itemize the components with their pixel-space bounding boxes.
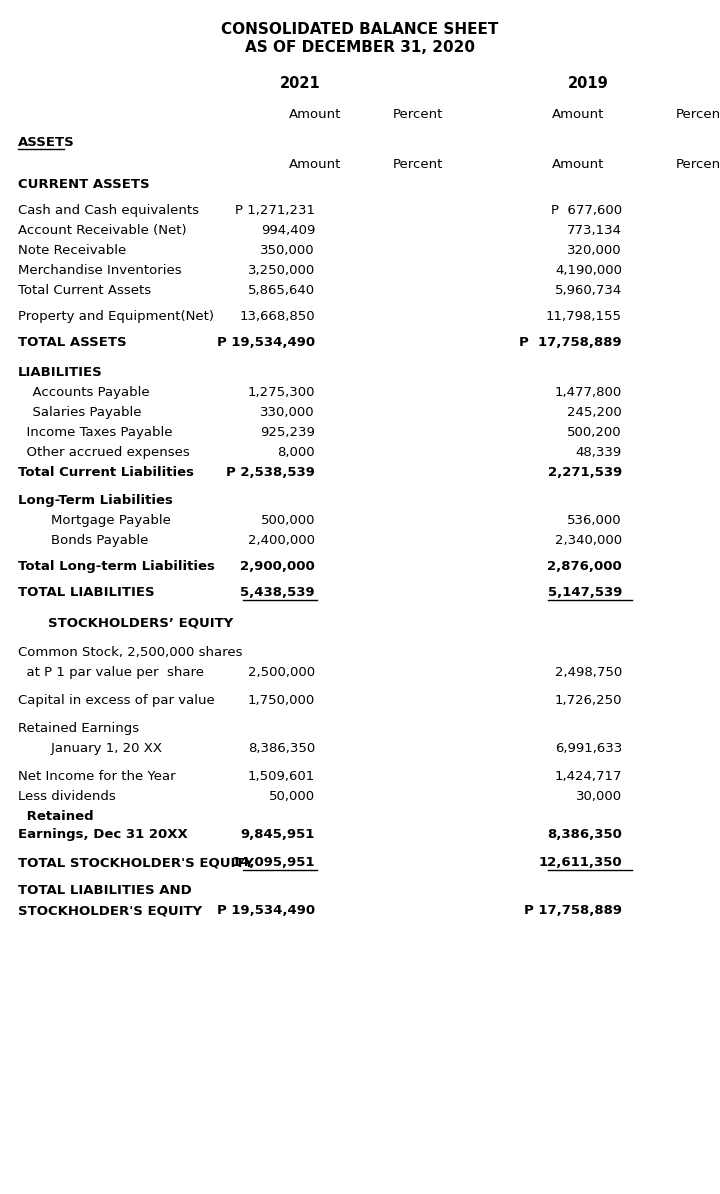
- Text: 11,798,155: 11,798,155: [546, 310, 622, 324]
- Text: LIABILITIES: LIABILITIES: [18, 367, 103, 378]
- Text: 50,000: 50,000: [269, 790, 315, 804]
- Text: 8,000: 8,000: [277, 447, 315, 458]
- Text: P 19,534,490: P 19,534,490: [217, 904, 315, 917]
- Text: Amount: Amount: [289, 107, 341, 121]
- Text: Other accrued expenses: Other accrued expenses: [18, 447, 190, 458]
- Text: 1,726,250: 1,726,250: [554, 694, 622, 707]
- Text: ASSETS: ASSETS: [18, 136, 75, 149]
- Text: Income Taxes Payable: Income Taxes Payable: [18, 426, 173, 439]
- Text: 500,000: 500,000: [261, 513, 315, 527]
- Text: Amount: Amount: [289, 158, 341, 171]
- Text: Total Current Liabilities: Total Current Liabilities: [18, 466, 194, 479]
- Text: TOTAL STOCKHOLDER'S EQUITY: TOTAL STOCKHOLDER'S EQUITY: [18, 856, 254, 869]
- Text: 320,000: 320,000: [567, 244, 622, 257]
- Text: Net Income for the Year: Net Income for the Year: [18, 770, 176, 783]
- Text: 12,611,350: 12,611,350: [539, 856, 622, 869]
- Text: Retained: Retained: [22, 810, 94, 823]
- Text: CONSOLIDATED BALANCE SHEET: CONSOLIDATED BALANCE SHEET: [221, 21, 499, 37]
- Text: 2,340,000: 2,340,000: [555, 534, 622, 547]
- Text: 536,000: 536,000: [567, 513, 622, 527]
- Text: 1,477,800: 1,477,800: [554, 386, 622, 399]
- Text: STOCKHOLDER'S EQUITY: STOCKHOLDER'S EQUITY: [18, 904, 202, 917]
- Text: 500,200: 500,200: [567, 426, 622, 439]
- Text: Percent: Percent: [393, 158, 444, 171]
- Text: Earnings, Dec 31 20XX: Earnings, Dec 31 20XX: [18, 827, 188, 841]
- Text: 4,190,000: 4,190,000: [555, 264, 622, 277]
- Text: 14,095,951: 14,095,951: [232, 856, 315, 869]
- Text: 245,200: 245,200: [567, 406, 622, 419]
- Text: 994,409: 994,409: [261, 224, 315, 236]
- Text: STOCKHOLDERS’ EQUITY: STOCKHOLDERS’ EQUITY: [48, 616, 233, 629]
- Text: 2,498,750: 2,498,750: [554, 666, 622, 679]
- Text: 925,239: 925,239: [260, 426, 315, 439]
- Text: Long-Term Liabilities: Long-Term Liabilities: [18, 494, 173, 507]
- Text: Total Long-term Liabilities: Total Long-term Liabilities: [18, 560, 215, 573]
- Text: Property and Equipment(Net): Property and Equipment(Net): [18, 310, 214, 324]
- Text: Mortgage Payable: Mortgage Payable: [34, 513, 171, 527]
- Text: Total Current Assets: Total Current Assets: [18, 284, 151, 297]
- Text: 350,000: 350,000: [261, 244, 315, 257]
- Text: 773,134: 773,134: [567, 224, 622, 236]
- Text: Retained Earnings: Retained Earnings: [18, 722, 139, 736]
- Text: P 1,271,231: P 1,271,231: [235, 204, 315, 217]
- Text: 6,991,633: 6,991,633: [554, 741, 622, 755]
- Text: 5,865,640: 5,865,640: [248, 284, 315, 297]
- Text: 1,509,601: 1,509,601: [248, 770, 315, 783]
- Text: Less dividends: Less dividends: [18, 790, 116, 804]
- Text: 5,147,539: 5,147,539: [548, 586, 622, 599]
- Text: AS OF DECEMBER 31, 2020: AS OF DECEMBER 31, 2020: [245, 41, 475, 55]
- Text: Account Receivable (Net): Account Receivable (Net): [18, 224, 186, 236]
- Text: 2021: 2021: [279, 76, 320, 91]
- Text: 13,668,850: 13,668,850: [239, 310, 315, 324]
- Text: Amount: Amount: [552, 158, 604, 171]
- Text: 5,438,539: 5,438,539: [240, 586, 315, 599]
- Text: Accounts Payable: Accounts Payable: [24, 386, 150, 399]
- Text: Salaries Payable: Salaries Payable: [24, 406, 142, 419]
- Text: Common Stock, 2,500,000 shares: Common Stock, 2,500,000 shares: [18, 646, 243, 659]
- Text: 8,386,350: 8,386,350: [248, 741, 315, 755]
- Text: January 1, 20 XX: January 1, 20 XX: [34, 741, 162, 755]
- Text: 9,845,951: 9,845,951: [240, 827, 315, 841]
- Text: P  677,600: P 677,600: [551, 204, 622, 217]
- Text: Note Receivable: Note Receivable: [18, 244, 126, 257]
- Text: 3,250,000: 3,250,000: [248, 264, 315, 277]
- Text: Percen: Percen: [675, 158, 720, 171]
- Text: at P 1 par value per  share: at P 1 par value per share: [18, 666, 204, 679]
- Text: Cash and Cash equivalents: Cash and Cash equivalents: [18, 204, 199, 217]
- Text: 5,960,734: 5,960,734: [554, 284, 622, 297]
- Text: 2,400,000: 2,400,000: [248, 534, 315, 547]
- Text: 330,000: 330,000: [261, 406, 315, 419]
- Text: 48,339: 48,339: [576, 447, 622, 458]
- Text: 1,750,000: 1,750,000: [248, 694, 315, 707]
- Text: 2,876,000: 2,876,000: [547, 560, 622, 573]
- Text: CURRENT ASSETS: CURRENT ASSETS: [18, 178, 150, 191]
- Text: 1,275,300: 1,275,300: [248, 386, 315, 399]
- Text: TOTAL LIABILITIES: TOTAL LIABILITIES: [18, 586, 155, 599]
- Text: 2,900,000: 2,900,000: [240, 560, 315, 573]
- Text: 1,424,717: 1,424,717: [554, 770, 622, 783]
- Text: P 17,758,889: P 17,758,889: [524, 904, 622, 917]
- Text: 8,386,350: 8,386,350: [547, 827, 622, 841]
- Text: Merchandise Inventories: Merchandise Inventories: [18, 264, 181, 277]
- Text: P 2,538,539: P 2,538,539: [226, 466, 315, 479]
- Text: Amount: Amount: [552, 107, 604, 121]
- Text: 2,500,000: 2,500,000: [248, 666, 315, 679]
- Text: 2019: 2019: [567, 76, 608, 91]
- Text: 30,000: 30,000: [576, 790, 622, 804]
- Text: 2,271,539: 2,271,539: [548, 466, 622, 479]
- Text: P  17,758,889: P 17,758,889: [519, 336, 622, 349]
- Text: Bonds Payable: Bonds Payable: [34, 534, 148, 547]
- Text: Percent: Percent: [393, 107, 444, 121]
- Text: P 19,534,490: P 19,534,490: [217, 336, 315, 349]
- Text: Capital in excess of par value: Capital in excess of par value: [18, 694, 215, 707]
- Text: TOTAL ASSETS: TOTAL ASSETS: [18, 336, 127, 349]
- Text: Percen: Percen: [675, 107, 720, 121]
- Text: TOTAL LIABILITIES AND: TOTAL LIABILITIES AND: [18, 884, 192, 897]
